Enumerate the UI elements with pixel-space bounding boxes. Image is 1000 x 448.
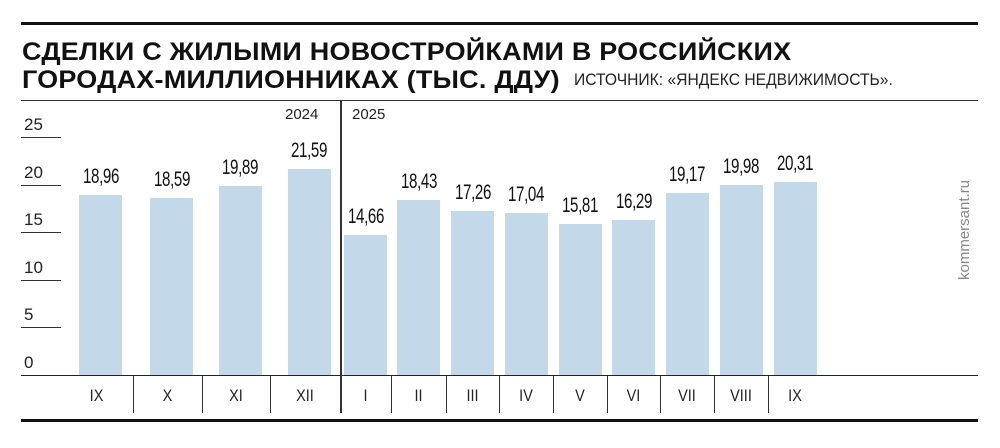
x-tick-label: VII [678,386,696,405]
bar-x-2024 [150,198,193,375]
year-label-2025: 2025 [352,106,386,123]
x-tick-label: I [363,386,368,405]
bar-value-label: 16,29 [615,189,652,213]
bar-value-label: 17,04 [507,182,545,206]
x-tick-label: VI [626,386,641,405]
x-axis-baseline [21,375,978,376]
chart-source: ИСТОЧНИК: «ЯНДЕКС НЕДВИЖИМОСТЬ». [574,70,893,89]
y-tick-label: 0 [24,353,34,372]
y-tick-line [21,327,61,329]
bar-iii-2025 [451,210,494,375]
y-tick-line [21,232,61,234]
x-tick-separator [270,375,271,413]
x-tick-label: III [466,386,479,405]
bar-i-2025 [344,235,387,375]
x-tick-separator [499,375,500,413]
bar-value-label: 18,59 [153,168,190,192]
bar-value-label: 14,66 [347,205,384,229]
bar-ii-2025 [397,199,440,375]
x-tick-separator [660,375,661,413]
bar-value-label: 20,31 [776,151,814,175]
year-divider [340,101,342,413]
y-tick-label: 15 [24,210,43,230]
y-tick-label: 20 [24,162,43,182]
x-tick-label: V [575,386,585,405]
bar-value-label: 18,43 [400,169,437,193]
bar-value-label: 19,89 [221,155,259,179]
chart-title-line1: СДЕЛКИ С ЖИЛЫМИ НОВОСТРОЙКАМИ В РОССИЙСК… [22,38,792,66]
x-tick-separator [768,375,769,413]
watermark: kommersant.ru [956,179,973,280]
y-tick-line [21,184,61,186]
bar-viii-2025 [719,184,763,375]
bar-ix-2024 [79,194,122,375]
x-tick-label: II [414,386,423,405]
x-tick-label: VIII [730,386,752,405]
x-tick-label: IX [788,386,802,405]
bar-iv-2025 [504,212,548,375]
y-tick-label: 5 [24,305,34,325]
x-tick-separator [133,375,134,413]
year-label-2024: 2024 [285,106,319,123]
x-tick-separator [553,375,554,413]
bar-value-label: 15,81 [561,194,599,218]
header-rule [21,100,978,101]
y-tick-line [21,137,61,138]
bar-value-label: 21,59 [290,139,328,163]
bar-vi-2025 [612,219,655,375]
bottom-rule [21,419,978,422]
x-tick-label: XII [296,386,314,405]
x-tick-label: IV [519,386,533,405]
y-tick-label: 25 [24,115,43,134]
bar-xii-2024 [287,169,331,375]
bar-ix-2025 [773,181,817,375]
bar-value-label: 17,26 [454,180,491,204]
x-tick-separator [446,375,447,413]
top-rule [21,22,978,25]
chart-title-line2: ГОРОДАХ-МИЛЛИОННИКАХ (ТЫС. ДДУ) [22,66,560,94]
bar-value-label: 18,96 [82,164,119,188]
x-tick-separator [391,375,392,413]
bar-v-2025 [558,224,602,375]
x-tick-separator [607,375,608,413]
x-tick-separator [202,375,203,413]
x-tick-label: XI [229,386,243,405]
y-tick-line [21,279,61,281]
x-tick-separator [714,375,715,413]
bar-vii-2025 [665,192,709,375]
y-tick-label: 10 [24,257,43,277]
x-tick-label: X [162,386,173,405]
bar-value-label: 19,17 [668,162,706,186]
bar-xi-2024 [218,185,262,375]
bar-value-label: 19,98 [722,154,760,178]
x-tick-label: IX [89,386,104,405]
